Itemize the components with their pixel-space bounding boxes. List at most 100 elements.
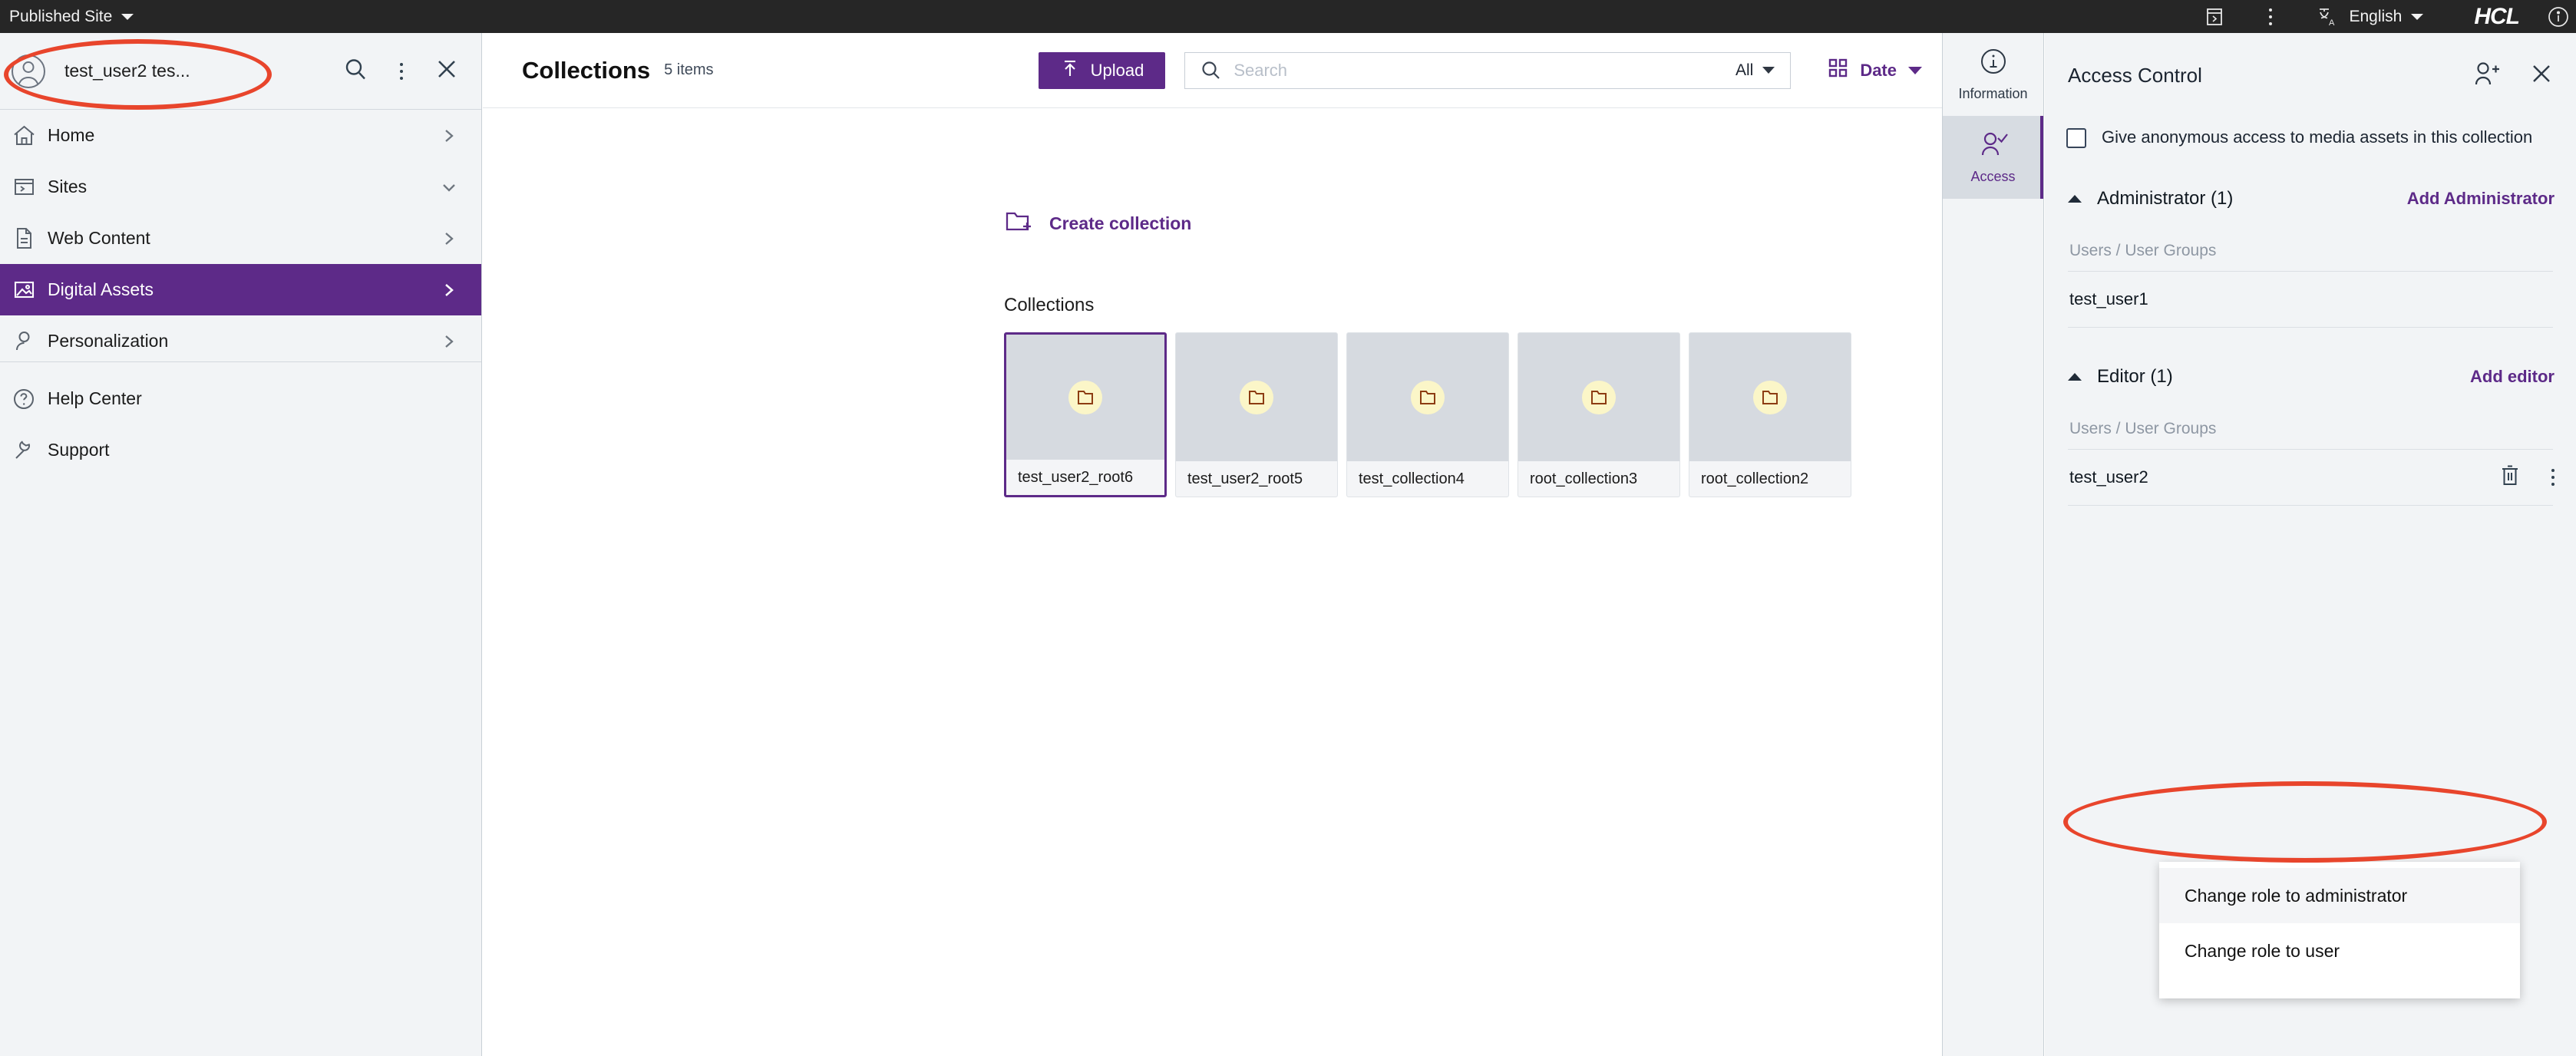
side-panel-icon[interactable] xyxy=(2204,7,2224,27)
access-user-row[interactable]: test_user1 xyxy=(2045,272,2576,327)
access-user-name: test_user1 xyxy=(2069,289,2148,309)
menu-item-label: Change role to user xyxy=(2185,940,2340,961)
folder-add-icon xyxy=(1005,210,1032,238)
sidebar-item-label: Help Center xyxy=(48,388,142,408)
sidebar-item-sites[interactable]: Sites xyxy=(0,161,481,213)
main-header: Collections 5 items Upload All xyxy=(483,33,1942,108)
role-group-header-administrator[interactable]: Administrator (1) Add Administrator xyxy=(2045,176,2576,222)
published-site-label: Published Site xyxy=(9,7,113,25)
question-circle-icon xyxy=(0,388,48,411)
search-icon[interactable] xyxy=(343,57,368,85)
wrench-icon xyxy=(0,439,48,462)
users-groups-column-label: Users / User Groups xyxy=(2069,241,2217,259)
close-icon[interactable] xyxy=(2530,62,2553,89)
role-group-header-editor[interactable]: Editor (1) Add editor xyxy=(2045,354,2576,400)
chevron-down-icon xyxy=(1762,67,1775,74)
menu-item-change-role-to-administrator[interactable]: Change role to administrator xyxy=(2159,868,2520,923)
collection-card[interactable]: root_collection2 xyxy=(1689,332,1851,497)
upload-label: Upload xyxy=(1090,60,1144,80)
collection-thumbnail xyxy=(1347,333,1508,461)
chevron-right-icon xyxy=(434,230,464,247)
create-collection-label: Create collection xyxy=(1049,213,1192,233)
rail-tab-information[interactable]: Information xyxy=(1943,33,2043,116)
kebab-dot xyxy=(2551,482,2555,486)
sidebar-item-label: Home xyxy=(48,125,95,145)
sidebar-item-home[interactable]: Home xyxy=(0,110,481,161)
collection-card[interactable]: test_user2_root5 xyxy=(1175,332,1338,497)
sidebar-item-help-center[interactable]: Help Center xyxy=(0,373,481,424)
kebab-dot xyxy=(400,69,403,73)
document-icon xyxy=(0,226,48,250)
sidebar-nav: Home Sites xyxy=(0,110,481,367)
sidebar-divider xyxy=(0,361,481,362)
collection-name: root_collection2 xyxy=(1689,461,1851,497)
create-collection-button[interactable]: Create collection xyxy=(1005,210,1191,238)
collection-name: root_collection3 xyxy=(1518,461,1679,497)
folder-icon xyxy=(1411,380,1445,414)
sidebar-user-actions xyxy=(343,57,458,85)
user-check-icon xyxy=(1978,130,2009,163)
collection-name: test_user2_root5 xyxy=(1176,461,1337,497)
sidebar-help-nav: Help Center Support xyxy=(0,373,481,476)
info-circle-icon[interactable] xyxy=(2547,5,2570,28)
main-content: Collections 5 items Upload All xyxy=(483,33,1942,1056)
collection-card[interactable]: test_collection4 xyxy=(1346,332,1509,497)
search-input[interactable] xyxy=(1234,60,1735,81)
menu-item-change-role-to-user[interactable]: Change role to user xyxy=(2159,923,2520,978)
search-box[interactable]: All xyxy=(1184,51,1792,89)
top-bar: Published Site A English HCL xyxy=(0,0,2576,33)
language-selector[interactable]: A English xyxy=(2317,6,2424,28)
collection-card[interactable]: test_user2_root6 xyxy=(1004,332,1167,497)
kebab-dot xyxy=(2269,21,2273,25)
sidebar-item-digital-assets[interactable]: Digital Assets xyxy=(0,264,481,315)
home-icon xyxy=(0,124,48,147)
search-filter-dropdown[interactable]: All xyxy=(1735,61,1775,80)
collection-card[interactable]: root_collection3 xyxy=(1518,332,1680,497)
svg-text:A: A xyxy=(2329,18,2335,28)
divider xyxy=(2068,326,2553,328)
topbar-kebab-menu[interactable] xyxy=(2269,8,2273,25)
add-editor-link[interactable]: Add editor xyxy=(2470,366,2555,386)
sidebar-user-row[interactable]: test_user2 tes... xyxy=(0,33,481,109)
kebab-dot xyxy=(2269,8,2273,12)
hcl-logo: HCL xyxy=(2474,3,2520,30)
collection-thumbnail xyxy=(1176,333,1337,461)
add-administrator-link[interactable]: Add Administrator xyxy=(2406,188,2555,208)
close-icon[interactable] xyxy=(435,58,458,84)
upload-icon xyxy=(1060,58,1080,83)
user-avatar-icon xyxy=(11,54,46,89)
chevron-down-icon xyxy=(434,179,464,196)
access-user-row[interactable]: test_user2 xyxy=(2045,450,2576,505)
sidebar-kebab-menu[interactable] xyxy=(400,62,403,80)
panel-tab-rail: Information Access xyxy=(1942,33,2044,1056)
collapse-triangle-icon[interactable] xyxy=(2068,372,2082,381)
sidebar-item-personalization[interactable]: Personalization xyxy=(0,315,481,367)
folder-icon xyxy=(1240,380,1273,414)
brand-text: HCL xyxy=(2474,3,2520,29)
rail-tab-access[interactable]: Access xyxy=(1943,116,2043,199)
add-user-icon[interactable] xyxy=(2473,61,2501,90)
sidebar-item-web-content[interactable]: Web Content xyxy=(0,213,481,264)
collapse-triangle-icon[interactable] xyxy=(2068,194,2082,203)
search-filter-label: All xyxy=(1735,61,1754,79)
sidebar-item-label: Web Content xyxy=(48,228,150,248)
anonymous-access-row[interactable]: Give anonymous access to media assets in… xyxy=(2045,125,2576,150)
role-group-title: Administrator (1) xyxy=(2097,187,2234,209)
search-icon xyxy=(1200,60,1221,81)
kebab-dot xyxy=(2551,475,2555,479)
trash-icon[interactable] xyxy=(2499,464,2521,490)
published-site-selector[interactable]: Published Site xyxy=(9,8,134,26)
sidebar-user-name: test_user2 tes... xyxy=(64,61,190,81)
chevron-right-icon xyxy=(434,333,464,350)
upload-button[interactable]: Upload xyxy=(1038,51,1166,89)
access-user-kebab-menu[interactable] xyxy=(2551,468,2555,486)
anonymous-access-checkbox[interactable] xyxy=(2066,128,2086,148)
collection-thumbnail xyxy=(1518,333,1679,461)
chevron-right-icon xyxy=(434,282,464,299)
sidebar-item-label: Digital Assets xyxy=(48,279,154,299)
chevron-down-icon xyxy=(121,13,134,20)
divider xyxy=(2068,270,2553,272)
collection-thumbnail xyxy=(1006,335,1164,460)
sidebar-item-support[interactable]: Support xyxy=(0,424,481,476)
sort-by-date-button[interactable]: Date xyxy=(1828,58,1922,83)
